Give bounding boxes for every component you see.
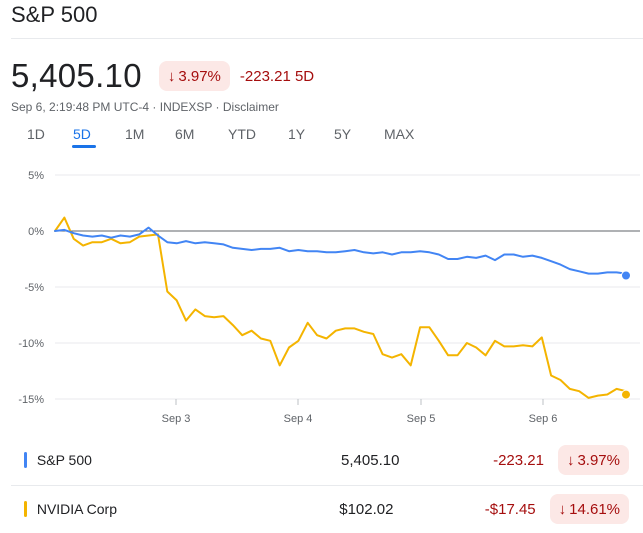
tab-6m[interactable]: 6M: [175, 126, 195, 142]
legend-percent-badge: ↓ 3.97%: [557, 445, 629, 475]
y-tick-label: 5%: [28, 170, 44, 182]
tab-5d[interactable]: 5D: [73, 126, 91, 142]
legend-name: S&P 500: [36, 452, 92, 468]
x-tick-label: Sep 5: [407, 413, 436, 425]
series-swatch-nvidia: [24, 501, 27, 517]
tab-5y[interactable]: 5Y: [334, 126, 352, 142]
page-title: S&P 500: [11, 2, 98, 27]
legend-change: -223.21: [493, 451, 544, 469]
current-price: 5,405.10: [11, 57, 142, 94]
price-summary: 5,405.10 ↓ 3.97% -223.21 5D: [11, 56, 314, 96]
absolute-change: -223.21 5D: [239, 67, 315, 85]
tab-ytd[interactable]: YTD: [228, 126, 256, 142]
legend-price: 5,405.10: [341, 451, 400, 469]
quote-meta[interactable]: Sep 6, 2:19:48 PM UTC-4 · INDEXSP · Disc…: [11, 100, 279, 114]
x-tick-label: Sep 4: [284, 413, 313, 425]
y-tick-label: -10%: [18, 338, 44, 350]
series-swatch-sp500: [24, 452, 27, 468]
tab-1y[interactable]: 1Y: [288, 126, 306, 142]
legend-percent: 14.61%: [569, 500, 621, 518]
price-chart[interactable]: 5% 0% -5% -10% -15% Sep 3 Sep 4 Sep 5 Sep 6: [0, 160, 643, 430]
legend-row-nvidia[interactable]: NVIDIA Corp $102.02 -$17.45 ↓ 14.61%: [24, 488, 630, 530]
legend-name: NVIDIA Corp: [36, 501, 117, 517]
legend-percent: 3.97%: [577, 451, 620, 469]
tab-1m[interactable]: 1M: [125, 126, 145, 142]
sp500-line: [54, 226, 627, 275]
percent-change-badge: ↓ 3.97%: [158, 61, 230, 91]
sp500-endpoint: [621, 270, 631, 281]
legend-row-sp500[interactable]: S&P 500 5,405.10 -223.21 ↓ 3.97%: [24, 439, 629, 481]
y-tick-label: 0%: [28, 226, 44, 238]
legend-percent-badge: ↓ 14.61%: [549, 494, 630, 524]
legend-price: $102.02: [339, 500, 394, 518]
legend-change: -$17.45: [484, 500, 536, 518]
tab-1d[interactable]: 1D: [27, 126, 45, 142]
x-tick-label: Sep 3: [162, 413, 191, 425]
nvidia-endpoint: [621, 389, 631, 400]
x-tick-label: Sep 6: [529, 413, 558, 425]
active-tab-indicator: [72, 145, 96, 148]
legend-divider: [11, 485, 643, 486]
y-tick-label: -5%: [24, 282, 44, 294]
arrow-down-icon: ↓: [566, 451, 575, 469]
tab-max[interactable]: MAX: [384, 126, 415, 142]
nvidia-line: [54, 216, 627, 399]
header-divider: [11, 38, 643, 39]
arrow-down-icon: ↓: [558, 500, 567, 518]
arrow-down-icon: ↓: [167, 67, 176, 85]
y-tick-label: -15%: [18, 394, 44, 406]
percent-change-value: 3.97%: [178, 67, 221, 85]
